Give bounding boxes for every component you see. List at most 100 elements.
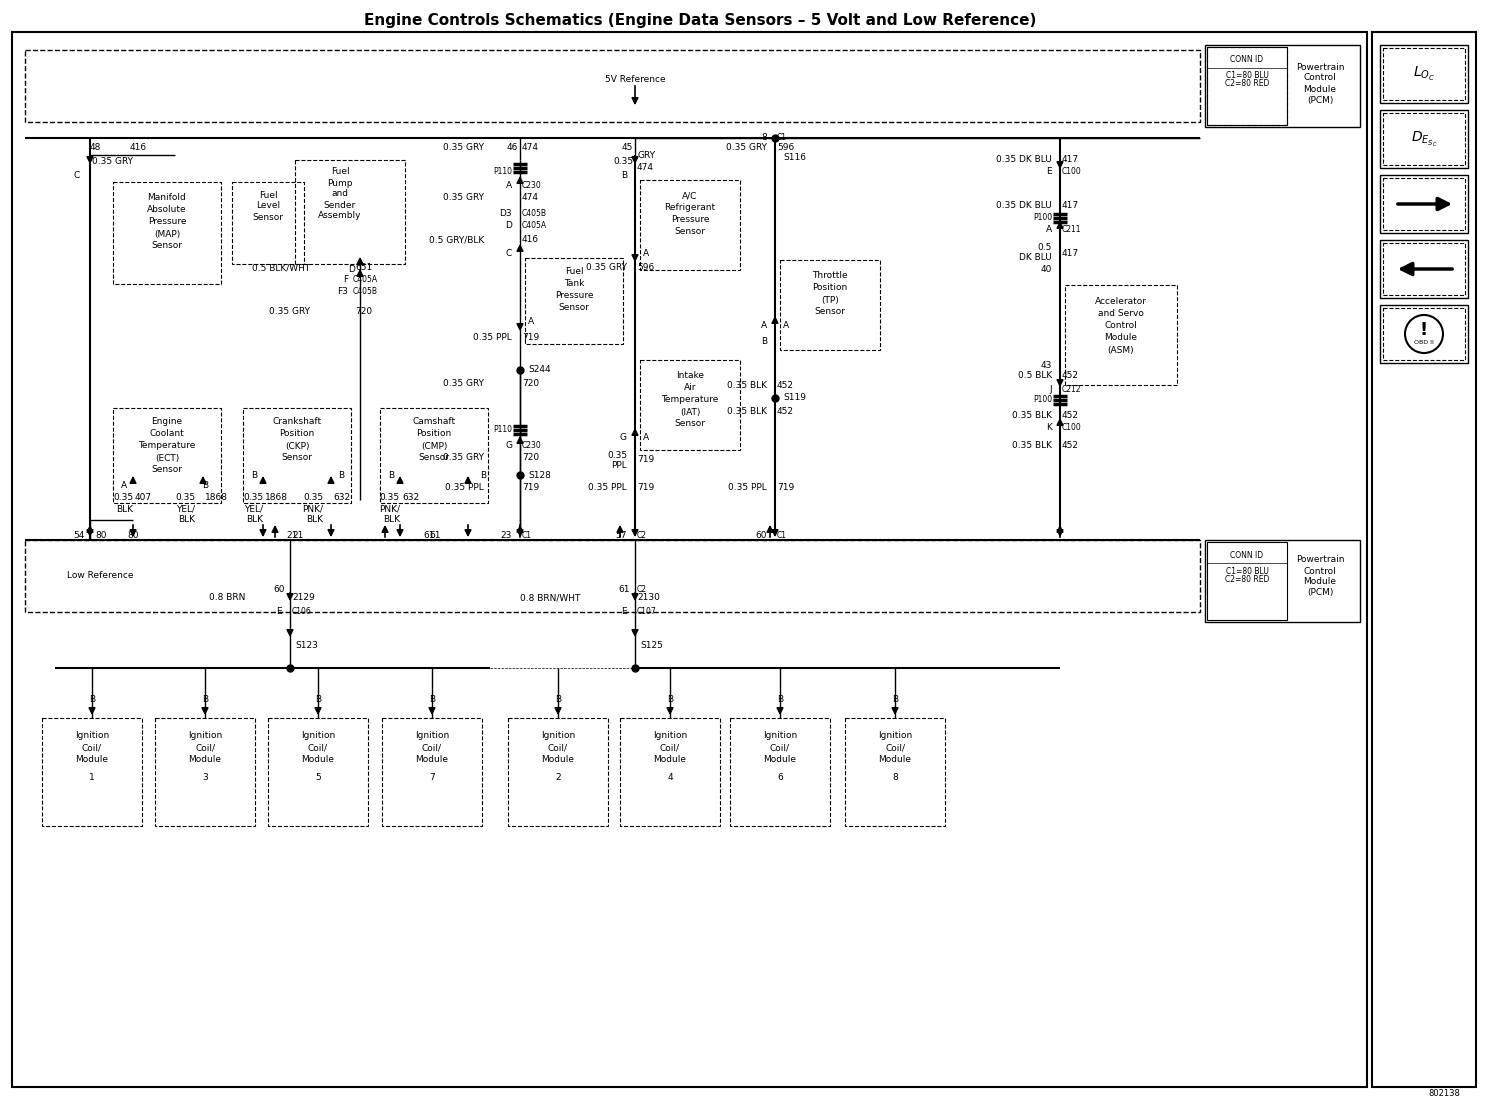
Text: B: B <box>555 696 561 704</box>
Text: Temperature: Temperature <box>138 442 196 450</box>
Text: Throttle: Throttle <box>812 272 848 280</box>
Text: 719: 719 <box>637 456 655 465</box>
Bar <box>640 360 740 450</box>
Text: PNK/: PNK/ <box>379 505 400 513</box>
Text: Module: Module <box>653 755 686 764</box>
Text: 0.5: 0.5 <box>1037 244 1052 253</box>
Text: D: D <box>348 265 354 275</box>
Text: 0.35: 0.35 <box>243 493 263 502</box>
Text: 0.35 GRY: 0.35 GRY <box>92 158 132 167</box>
Text: 0.35 BLK: 0.35 BLK <box>728 407 766 416</box>
Text: (CMP): (CMP) <box>421 442 448 450</box>
Bar <box>1382 178 1466 230</box>
Text: B: B <box>251 470 257 479</box>
Text: 48: 48 <box>89 144 101 152</box>
Text: C: C <box>506 248 512 257</box>
Bar <box>1379 240 1469 298</box>
Text: C230: C230 <box>522 180 542 190</box>
Text: 80: 80 <box>128 531 138 540</box>
Text: C100: C100 <box>1062 423 1082 432</box>
Text: C405B: C405B <box>522 209 548 217</box>
Text: GRY: GRY <box>637 150 655 159</box>
Text: 802138: 802138 <box>1428 1089 1460 1097</box>
Text: S119: S119 <box>783 393 806 403</box>
Text: 46: 46 <box>506 144 518 152</box>
Text: (CKP): (CKP) <box>284 442 310 450</box>
Text: Pressure: Pressure <box>671 215 710 224</box>
Text: Engine: Engine <box>152 417 183 426</box>
Text: 0.5 GRY/BLK: 0.5 GRY/BLK <box>429 235 484 244</box>
Text: A/C: A/C <box>683 191 698 201</box>
Text: 720: 720 <box>522 379 539 388</box>
Bar <box>620 718 720 826</box>
Text: C405B: C405B <box>353 287 378 297</box>
Text: (PCM): (PCM) <box>1306 588 1333 597</box>
Text: 6: 6 <box>777 774 783 783</box>
Text: Powertrain: Powertrain <box>1296 63 1344 72</box>
Text: B: B <box>315 696 321 704</box>
Text: 45: 45 <box>622 144 632 152</box>
Text: C2=80 RED: C2=80 RED <box>1225 79 1269 88</box>
Text: Refrigerant: Refrigerant <box>665 203 716 212</box>
Text: 2: 2 <box>555 774 561 783</box>
Text: 43: 43 <box>1040 361 1052 370</box>
Text: F: F <box>342 276 348 285</box>
Text: 0.8 BRN/WHT: 0.8 BRN/WHT <box>519 594 580 603</box>
Text: 0.5 BLK: 0.5 BLK <box>1018 371 1052 380</box>
Bar <box>1379 305 1469 363</box>
Text: Engine Controls Schematics (Engine Data Sensors – 5 Volt and Low Reference): Engine Controls Schematics (Engine Data … <box>363 12 1036 28</box>
Text: Sensor: Sensor <box>281 454 312 463</box>
Text: 0.35: 0.35 <box>113 493 132 502</box>
Text: 596: 596 <box>777 144 795 152</box>
Text: P100: P100 <box>1033 213 1052 223</box>
Bar <box>1382 47 1466 100</box>
Bar <box>232 182 304 264</box>
Text: A: A <box>783 320 789 329</box>
Text: A: A <box>643 433 649 442</box>
Text: 8: 8 <box>762 134 766 142</box>
Text: C405A: C405A <box>353 276 378 285</box>
Text: Coil/: Coil/ <box>195 743 214 753</box>
Text: Coil/: Coil/ <box>423 743 442 753</box>
Text: 452: 452 <box>777 381 795 390</box>
Text: Low Reference: Low Reference <box>67 571 134 580</box>
Text: Ignition: Ignition <box>301 732 335 741</box>
Text: B: B <box>667 696 673 704</box>
Text: and: and <box>332 190 348 199</box>
Text: K: K <box>1046 423 1052 432</box>
Text: DK BLU: DK BLU <box>1019 254 1052 263</box>
Text: Control: Control <box>1303 74 1336 83</box>
Text: 80: 80 <box>95 531 107 540</box>
Text: C2: C2 <box>637 531 647 540</box>
Text: Module: Module <box>1303 85 1336 94</box>
Text: C106: C106 <box>292 607 312 616</box>
Text: 0.35 GRY: 0.35 GRY <box>443 193 484 202</box>
Text: A: A <box>643 248 649 257</box>
Text: C405A: C405A <box>522 221 548 230</box>
Text: 417: 417 <box>1062 156 1079 164</box>
Text: YEL/: YEL/ <box>244 505 263 513</box>
Text: CONN ID: CONN ID <box>1231 55 1263 64</box>
Bar <box>155 718 254 826</box>
Text: 4: 4 <box>667 774 673 783</box>
Text: 0.8 BRN: 0.8 BRN <box>208 594 246 603</box>
Text: 651: 651 <box>356 264 372 273</box>
Text: 57: 57 <box>616 531 626 540</box>
Text: PNK/: PNK/ <box>302 505 323 513</box>
Bar <box>1382 113 1466 164</box>
Text: 0.35: 0.35 <box>379 493 400 502</box>
Text: C230: C230 <box>522 440 542 449</box>
Text: Module: Module <box>1303 577 1336 586</box>
Text: Coil/: Coil/ <box>308 743 327 753</box>
Text: B: B <box>89 696 95 704</box>
Text: (TP): (TP) <box>821 296 839 305</box>
Text: 719: 719 <box>522 484 539 492</box>
Text: 720: 720 <box>522 454 539 463</box>
Text: Absolute: Absolute <box>147 205 187 214</box>
Text: 0.35 BLK: 0.35 BLK <box>728 381 766 390</box>
Text: 719: 719 <box>777 484 795 492</box>
Text: 452: 452 <box>777 407 795 416</box>
Text: Module: Module <box>189 755 222 764</box>
Text: 40: 40 <box>1040 265 1052 275</box>
Text: 720: 720 <box>356 308 372 317</box>
